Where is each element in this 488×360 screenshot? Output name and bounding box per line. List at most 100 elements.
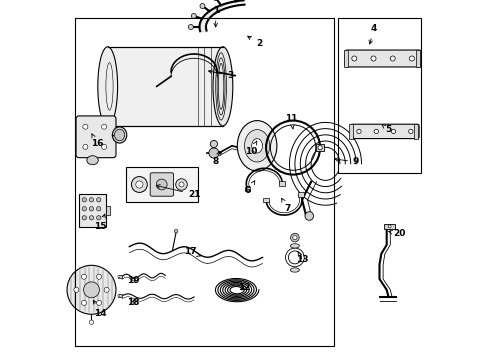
Text: 8: 8: [212, 151, 220, 166]
Circle shape: [390, 129, 395, 134]
Ellipse shape: [98, 47, 117, 126]
Circle shape: [96, 300, 102, 305]
FancyBboxPatch shape: [344, 50, 420, 67]
Ellipse shape: [290, 268, 299, 272]
Bar: [118, 294, 122, 297]
Circle shape: [156, 179, 167, 190]
Circle shape: [89, 198, 94, 202]
Ellipse shape: [251, 139, 262, 153]
Text: 14: 14: [93, 300, 106, 318]
Circle shape: [373, 129, 378, 134]
Circle shape: [104, 287, 109, 292]
Bar: [106, 206, 110, 215]
Bar: [413, 124, 417, 139]
Text: 10: 10: [245, 141, 257, 156]
Circle shape: [208, 148, 219, 158]
Ellipse shape: [244, 130, 269, 162]
Circle shape: [387, 225, 390, 228]
Circle shape: [136, 181, 142, 188]
Text: 12: 12: [238, 284, 250, 292]
Text: 6: 6: [244, 181, 254, 195]
Bar: [244, 187, 250, 191]
Circle shape: [67, 265, 116, 314]
Text: 19: 19: [126, 276, 139, 285]
Circle shape: [370, 56, 375, 61]
Text: 20: 20: [388, 230, 405, 239]
Text: 16: 16: [90, 134, 103, 148]
Text: 4: 4: [368, 24, 377, 44]
Circle shape: [317, 145, 322, 150]
Circle shape: [96, 207, 101, 211]
Ellipse shape: [112, 127, 126, 143]
Bar: [263, 198, 268, 202]
Text: 21: 21: [156, 185, 200, 199]
Bar: [107, 47, 223, 126]
Bar: [279, 181, 285, 186]
Circle shape: [389, 56, 394, 61]
Bar: [348, 124, 352, 139]
Circle shape: [213, 0, 218, 1]
Bar: [337, 18, 420, 173]
Text: 17: 17: [184, 248, 200, 256]
Circle shape: [191, 13, 196, 18]
Ellipse shape: [114, 129, 124, 141]
Circle shape: [83, 282, 99, 298]
Text: 7: 7: [281, 198, 290, 213]
Circle shape: [200, 4, 204, 9]
Circle shape: [89, 320, 94, 324]
Bar: [118, 275, 122, 278]
Circle shape: [408, 129, 412, 134]
Circle shape: [82, 216, 86, 220]
Bar: [316, 144, 324, 151]
Circle shape: [82, 144, 88, 149]
Circle shape: [96, 274, 102, 279]
Circle shape: [290, 233, 299, 242]
FancyBboxPatch shape: [150, 173, 173, 196]
Circle shape: [118, 275, 120, 278]
Ellipse shape: [87, 156, 98, 165]
Circle shape: [305, 212, 313, 220]
Ellipse shape: [213, 47, 232, 126]
Ellipse shape: [290, 244, 299, 248]
Circle shape: [356, 129, 361, 134]
Circle shape: [82, 198, 86, 202]
Circle shape: [81, 300, 86, 305]
Text: 2: 2: [247, 36, 262, 48]
Circle shape: [188, 24, 193, 30]
FancyBboxPatch shape: [76, 116, 116, 158]
Circle shape: [96, 198, 101, 202]
Circle shape: [292, 235, 296, 240]
Circle shape: [210, 140, 217, 148]
Text: 3: 3: [208, 70, 233, 80]
Circle shape: [175, 179, 187, 190]
Circle shape: [131, 177, 147, 192]
Text: 5: 5: [381, 125, 391, 134]
Text: 18: 18: [126, 298, 139, 307]
Circle shape: [82, 207, 86, 211]
Circle shape: [174, 229, 178, 233]
Circle shape: [89, 216, 94, 220]
Bar: [384, 224, 394, 229]
Circle shape: [351, 56, 356, 61]
Bar: [125, 167, 197, 202]
Bar: [415, 50, 419, 67]
Circle shape: [179, 182, 183, 187]
Circle shape: [96, 216, 101, 220]
Circle shape: [89, 207, 94, 211]
Bar: [75, 18, 334, 346]
Circle shape: [102, 124, 106, 129]
Circle shape: [74, 287, 79, 292]
Circle shape: [118, 295, 120, 297]
Text: 13: 13: [295, 252, 308, 264]
Circle shape: [102, 144, 106, 149]
Text: 11: 11: [285, 114, 297, 129]
Text: 15: 15: [94, 214, 106, 231]
Circle shape: [82, 124, 88, 129]
Text: 1: 1: [212, 6, 218, 27]
Bar: [298, 192, 303, 197]
Bar: [79, 194, 106, 227]
FancyBboxPatch shape: [350, 124, 418, 139]
Bar: [343, 50, 347, 67]
Text: 9: 9: [334, 157, 359, 166]
Circle shape: [408, 56, 413, 61]
